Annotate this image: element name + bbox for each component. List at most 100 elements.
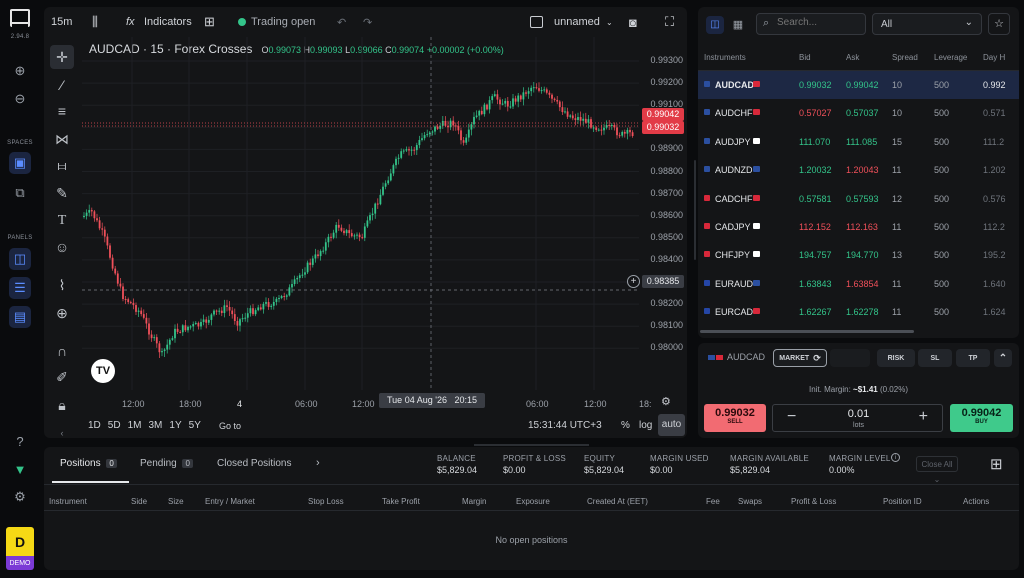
watchlist-row[interactable]: AUDCHF 0.57027 0.57037 10 500 0.571 (698, 99, 1019, 127)
watchlist-row[interactable]: AUDNZD 1.20032 1.20043 11 500 1.202 (698, 156, 1019, 184)
camera-icon[interactable]: ◙ (629, 14, 637, 30)
collapse-toolbar-icon[interactable]: ‹ (60, 428, 64, 438)
positions-column-header[interactable]: Take Profit (382, 497, 420, 506)
decrease-lots-icon[interactable]: − (787, 408, 797, 425)
increase-lots-icon[interactable]: + (918, 408, 928, 425)
positions-column-header[interactable]: Instrument (49, 497, 87, 506)
lock-drawing-icon[interactable]: ✐ (56, 368, 68, 385)
search-box[interactable]: ⌕ (756, 13, 866, 35)
tab-pending[interactable]: Pending 0 (140, 458, 193, 469)
add-alert-icon[interactable]: + (627, 275, 640, 288)
text-tool-icon[interactable]: T (57, 213, 67, 228)
order-field[interactable] (830, 349, 870, 367)
panel-resize-handle[interactable] (694, 160, 696, 260)
watchlist-column-header[interactable]: Day H (983, 53, 1006, 62)
positions-column-header[interactable]: Side (131, 497, 148, 506)
watchlist-icon[interactable]: ◫ (706, 16, 724, 34)
zoom-tool-icon[interactable]: ⊕ (56, 304, 68, 321)
space-alt-icon[interactable]: ⧉ (15, 185, 25, 200)
positions-column-header[interactable]: Actions (963, 497, 990, 506)
help-icon[interactable]: ? (16, 433, 24, 449)
indicators-icon[interactable]: fx (126, 16, 135, 28)
panel-doc-icon[interactable]: ▤ (9, 306, 31, 328)
settings-icon[interactable]: ⚙ (14, 489, 26, 504)
collapse-ticket-icon[interactable]: ⌃ (994, 349, 1012, 367)
connection-icon[interactable]: ▼ (13, 461, 27, 477)
positions-column-header[interactable]: Stop Loss (308, 497, 344, 506)
price-axis[interactable]: 0.993000.992000.991000.990000.989000.988… (639, 37, 687, 390)
grid-layout-icon[interactable]: ⊞ (990, 456, 1003, 473)
favorites-icon[interactable]: ☆ (988, 13, 1010, 35)
panel-list-icon[interactable]: ☰ (9, 277, 31, 299)
watchlist-row[interactable]: CADCHF 0.57581 0.57593 12 500 0.576 (698, 185, 1019, 213)
panel-chart-icon[interactable]: ◫ (9, 248, 31, 270)
risk-button[interactable]: RISK (877, 349, 915, 367)
watchlist-column-header[interactable]: Leverage (934, 53, 968, 62)
tabs-more-icon[interactable]: › (316, 457, 320, 469)
sell-button[interactable]: 0.99032 SELL (704, 404, 766, 432)
layout-toggle-icon[interactable] (530, 7, 543, 37)
templates-icon[interactable]: ⊞ (204, 14, 215, 29)
positions-column-header[interactable]: Fee (706, 497, 720, 506)
watchlist-column-header[interactable]: Spread (892, 53, 918, 62)
watchlist-row[interactable]: EURAUD 1.63843 1.63854 11 500 1.640 (698, 270, 1019, 298)
trendline-icon[interactable]: ⁄ (60, 77, 64, 93)
positions-column-header[interactable]: Created At (EET) (587, 497, 648, 506)
margin-info-icon[interactable]: i (891, 453, 900, 462)
calendar-icon[interactable]: ▦ (732, 19, 744, 31)
watchlist-row[interactable]: CADJPY 112.152 112.163 11 500 112.2 (698, 213, 1019, 241)
horizontal-lines-icon[interactable]: ≡ (57, 103, 67, 119)
positions-column-header[interactable]: Entry / Market (205, 497, 255, 506)
positions-column-header[interactable]: Margin (462, 497, 487, 506)
tab-closed[interactable]: Closed Positions (217, 458, 292, 469)
order-type-button[interactable]: MARKET ⟳ (773, 349, 827, 367)
utc-clock[interactable]: 15:31:44 UTC+3 (528, 420, 602, 431)
ruler-icon[interactable]: ⌇ (58, 276, 66, 293)
watchlist-row[interactable]: AUDJPY 111.070 111.085 15 500 111.2 (698, 128, 1019, 156)
layout-chevron-icon[interactable]: ⌄ (606, 17, 613, 27)
range-button[interactable]: 1Y (169, 420, 182, 431)
positions-column-header[interactable]: Position ID (883, 497, 922, 506)
range-button[interactable]: 5D (107, 420, 121, 431)
log-toggle[interactable]: log (639, 420, 653, 431)
positions-column-header[interactable]: Exposure (516, 497, 550, 506)
watchlist-row[interactable]: AUDCAD 0.99032 0.99042 10 500 0.992 (698, 71, 1019, 99)
watchlist-row[interactable]: CHFJPY 194.757 194.770 13 500 195.2 (698, 241, 1019, 269)
auto-toggle[interactable]: auto (658, 414, 685, 436)
candlestick-plot[interactable] (82, 37, 639, 390)
interval-button[interactable]: 15m (51, 16, 73, 28)
crosshair-icon[interactable]: ✛ (50, 45, 74, 69)
brush-icon[interactable]: ✎ (56, 184, 68, 201)
zoom-out-icon[interactable]: ⊖ (14, 91, 26, 106)
watchlist-column-header[interactable]: Instruments (704, 53, 746, 62)
lots-stepper[interactable]: − 0.01 lots + (772, 404, 943, 432)
range-button[interactable]: 5Y (188, 420, 201, 431)
range-button[interactable]: 3M (148, 420, 163, 431)
tp-button[interactable]: TP (956, 349, 990, 367)
sl-button[interactable]: SL (918, 349, 952, 367)
lots-value[interactable]: 0.01 (847, 408, 870, 420)
lock-icon[interactable]: 🔒︎ (58, 396, 66, 413)
range-button[interactable]: 1M (127, 420, 142, 431)
zoom-in-icon[interactable]: ⊕ (14, 63, 26, 78)
layout-name[interactable]: unnamed (554, 16, 600, 28)
account-badge[interactable]: D DEMO (6, 527, 34, 570)
candle-type-icon[interactable]: ⫼ (92, 14, 98, 29)
space-chart-icon[interactable]: ▣ (9, 152, 31, 174)
close-all-button[interactable]: Close All ⌄ (916, 456, 958, 484)
pattern-icon[interactable]: ⋈ (55, 130, 69, 147)
watchlist-column-header[interactable]: Bid (799, 53, 811, 62)
indicators-button[interactable]: Indicators (144, 16, 192, 28)
time-settings-icon[interactable]: ⚙ (661, 396, 671, 408)
buy-button[interactable]: 0.99042 BUY (950, 404, 1013, 432)
panel-top-handle[interactable] (474, 444, 589, 446)
range-button[interactable]: 1D (88, 420, 101, 431)
undo-icon[interactable]: ↶ (337, 16, 347, 29)
watchlist-row[interactable]: EURCAD 1.62267 1.62278 11 500 1.624 (698, 298, 1019, 326)
fullscreen-icon[interactable]: ⛶ (665, 14, 675, 29)
magnet-icon[interactable]: ∩ (56, 343, 68, 359)
tab-positions[interactable]: Positions 0 (60, 458, 117, 469)
search-input[interactable] (777, 17, 861, 28)
redo-icon[interactable]: ↷ (363, 16, 373, 29)
fib-icon[interactable]: ⧦ (57, 156, 67, 173)
